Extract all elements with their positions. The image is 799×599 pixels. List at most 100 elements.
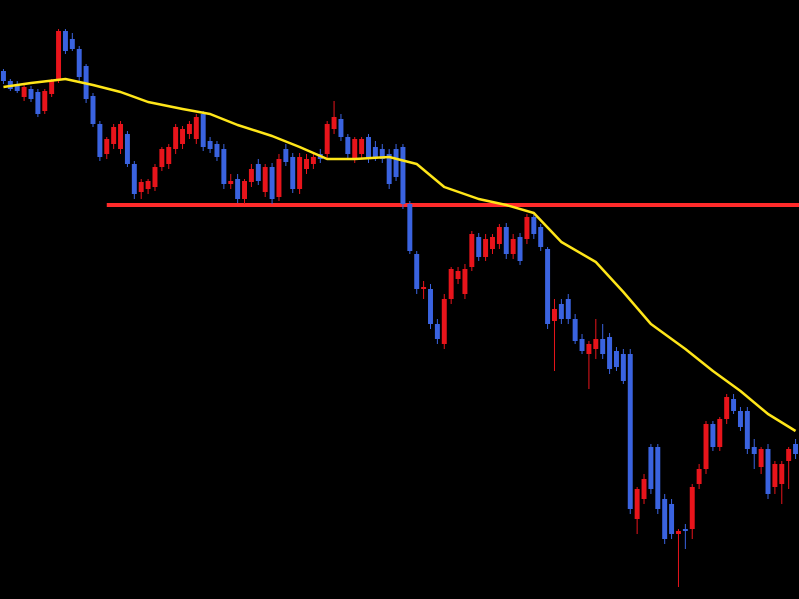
candle-body (242, 181, 248, 199)
candle-body (235, 179, 241, 199)
candle-body (145, 181, 151, 189)
candle-body (104, 139, 110, 154)
candle-body (352, 139, 358, 159)
candle-body (345, 137, 351, 154)
candle-body (97, 124, 103, 157)
candle-body (324, 124, 330, 154)
candle-body (255, 164, 261, 181)
candle-body (407, 204, 413, 251)
candle-body (655, 447, 661, 509)
candle-body (682, 529, 688, 531)
candle-body (159, 149, 165, 167)
candle-body (765, 449, 771, 494)
candle-body (90, 96, 96, 124)
candle-body (166, 147, 172, 164)
candle-body (0, 71, 6, 81)
candle-body (510, 239, 516, 254)
candle-body (221, 149, 227, 184)
candle-body (469, 234, 475, 267)
candle-body (448, 269, 454, 299)
candle-body (641, 479, 647, 499)
candle-body (386, 154, 392, 184)
candle-body (476, 237, 482, 257)
candle-body (111, 127, 117, 144)
candle-body (200, 114, 206, 147)
candle-body (751, 447, 757, 454)
candle-body (393, 149, 399, 177)
candle-body (572, 319, 578, 341)
candle-body (193, 117, 199, 139)
candle-body (400, 147, 406, 204)
candle-body (503, 227, 509, 254)
candle-body (724, 397, 730, 419)
candle-body (186, 124, 192, 134)
candle-body (524, 217, 530, 239)
candle-body (483, 239, 489, 257)
candle-body (620, 354, 626, 381)
candle-body (496, 227, 502, 244)
candle-body (586, 344, 592, 354)
candle-body (56, 31, 62, 79)
candle-body (331, 117, 337, 129)
candle-body (131, 164, 137, 194)
candle-body (648, 447, 654, 489)
candle-body (490, 237, 495, 249)
candle-body (434, 324, 440, 339)
candle-body (338, 119, 344, 137)
candle-body (379, 149, 385, 159)
candle-body (579, 339, 585, 351)
candle-body (276, 159, 282, 197)
candle-body (758, 449, 764, 467)
candle-body (793, 444, 799, 454)
candle-body (428, 289, 433, 324)
candle-body (710, 424, 716, 447)
candle-body (558, 304, 564, 319)
candle-body (62, 31, 68, 51)
candle-body (49, 81, 55, 94)
candle-body (551, 309, 557, 321)
candle-body (662, 499, 668, 539)
candle-body (214, 144, 220, 157)
candle-body (517, 237, 523, 261)
candle-body (744, 411, 750, 449)
candle-body (21, 87, 27, 97)
candle-body (675, 531, 681, 534)
candle-body (304, 159, 309, 169)
candle-body (545, 249, 551, 324)
candle-body (207, 141, 213, 149)
candle-body (786, 449, 792, 461)
candle-body (180, 129, 186, 144)
candle-body (538, 227, 544, 247)
candle-body (696, 469, 702, 484)
candle-body (772, 464, 778, 487)
candle-body (455, 271, 461, 279)
candle-body (366, 137, 371, 159)
candle-body (42, 91, 48, 111)
candle-body (421, 287, 427, 289)
candle-body (372, 147, 378, 157)
candle-body (262, 167, 268, 192)
candle-body (607, 337, 613, 369)
candle-body (118, 124, 124, 149)
candle-body (613, 351, 619, 367)
candle-body (297, 157, 303, 189)
candle-body (593, 339, 599, 349)
candle-body (717, 419, 723, 447)
moving-average (3, 77, 797, 433)
candle-body (441, 299, 447, 344)
candle-body (600, 339, 606, 354)
candle-body (531, 217, 537, 234)
candle-body (634, 489, 640, 519)
candle-body (359, 139, 365, 154)
candle-body (689, 487, 695, 529)
candle-body (173, 127, 179, 149)
candle-body (269, 167, 275, 199)
candle-body (76, 49, 82, 77)
candle-body (35, 92, 41, 114)
candle-body (737, 411, 743, 427)
candle-body (69, 39, 75, 49)
candle-body (310, 157, 316, 164)
candle-body (462, 269, 468, 294)
